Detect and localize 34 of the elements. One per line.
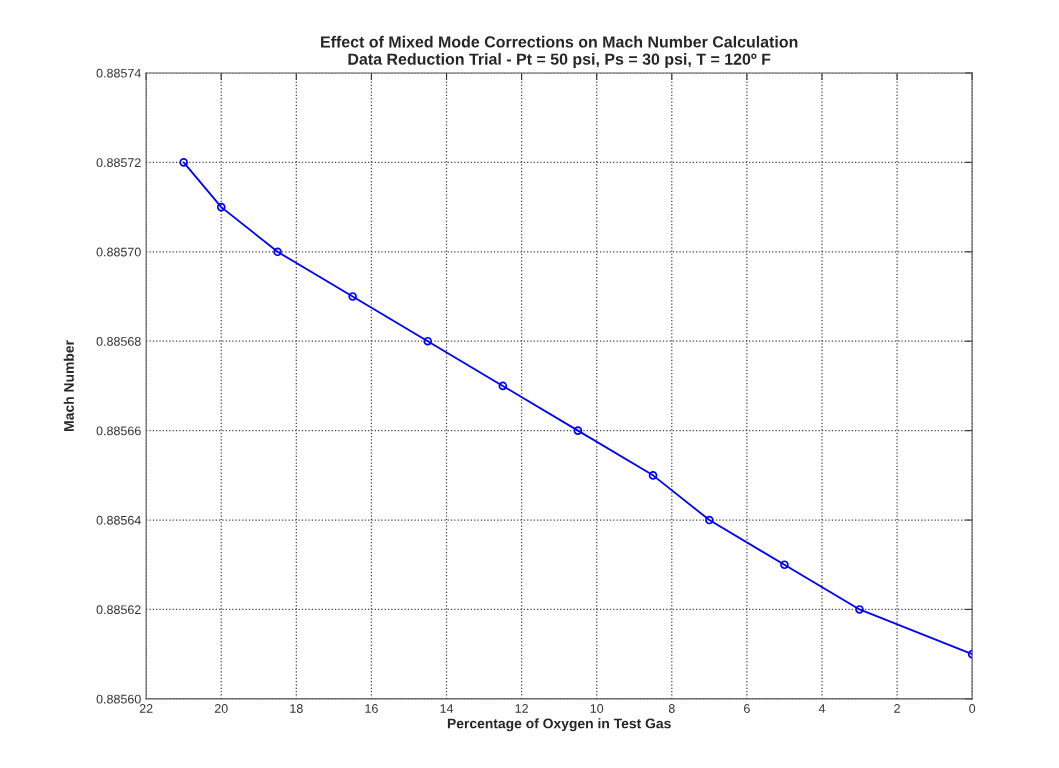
point xyxy=(216,202,226,212)
point xyxy=(780,560,789,570)
x-tick-label: 16 xyxy=(365,704,378,713)
point xyxy=(179,158,188,167)
y-tick-label: 0.88568 xyxy=(96,337,141,346)
y-tick-label: 0.88574 xyxy=(96,68,141,78)
point xyxy=(855,605,864,614)
x-tick-label: 6 xyxy=(744,704,750,713)
y-tick-label: 0.88572 xyxy=(96,158,141,168)
y-tick-label: 0.88566 xyxy=(96,426,141,436)
y-tick-label: 0.88562 xyxy=(96,605,141,615)
point xyxy=(573,426,583,435)
point xyxy=(423,336,433,346)
x-tick-label: 22 xyxy=(139,704,153,713)
x-tick-label: 20 xyxy=(214,704,228,713)
point xyxy=(705,515,714,525)
x-tick-label: 4 xyxy=(818,704,826,713)
point xyxy=(498,381,508,391)
x-tick-label: 10 xyxy=(590,704,604,713)
x-tick-label: 8 xyxy=(668,704,675,713)
x-axis-title: Percentage of Oxygen in Test Gas xyxy=(447,718,671,732)
y-tick-label: 0.88564 xyxy=(96,515,141,525)
y-tick-label: 0.88570 xyxy=(96,247,141,257)
y-axis-title: Mach Number xyxy=(63,340,74,431)
y-tick-label: 0.88560 xyxy=(96,694,141,704)
x-tick-label: 12 xyxy=(515,704,528,713)
point xyxy=(273,247,282,257)
x-tick-label: 18 xyxy=(290,704,303,713)
chart-title: Effect of Mixed Mode Corrections on Mach Number Calculation Data Reduction Trial - Pt = 50 psi, Ps = 30 psi, T = 120º F xyxy=(321,35,798,68)
x-tick-label: 14 xyxy=(440,704,454,713)
point xyxy=(648,471,658,480)
x-tick-label: 2 xyxy=(894,704,900,713)
x-tick-label: 0 xyxy=(969,704,976,713)
point xyxy=(348,292,357,301)
